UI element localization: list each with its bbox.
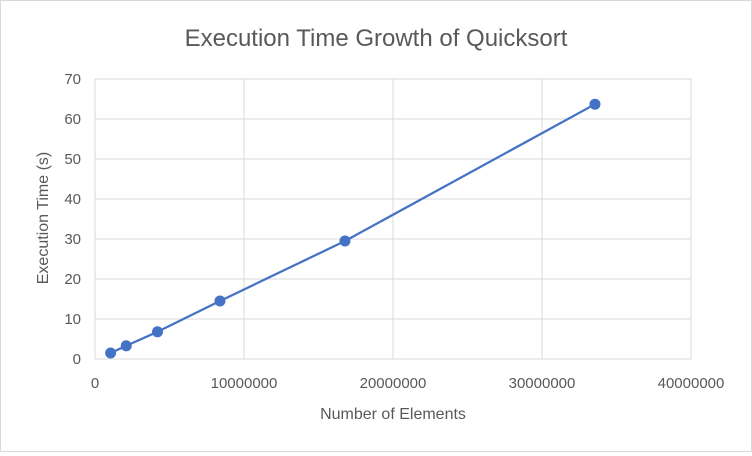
data-point — [105, 347, 117, 359]
chart-series — [105, 98, 601, 359]
chart-title: Execution Time Growth of Quicksort — [185, 25, 568, 52]
y-axis-label: Execution Time (s) — [35, 152, 52, 284]
y-tick-label: 50 — [64, 151, 81, 168]
y-tick-label: 60 — [64, 111, 81, 128]
y-tick-label: 10 — [64, 311, 81, 328]
y-tick-label: 20 — [64, 271, 81, 288]
x-axis-ticks: 0 10000000 20000000 30000000 40000000 — [91, 375, 725, 392]
y-tick-label: 40 — [64, 191, 81, 208]
y-tick-label: 70 — [64, 71, 81, 88]
chart-grid — [94, 78, 692, 360]
x-tick-label: 0 — [91, 375, 99, 392]
x-tick-label: 20000000 — [360, 375, 427, 392]
data-point — [151, 326, 163, 338]
data-point — [120, 340, 132, 352]
x-tick-label: 40000000 — [658, 375, 725, 392]
y-tick-label: 30 — [64, 231, 81, 248]
data-point — [339, 235, 351, 247]
data-point — [589, 98, 601, 110]
x-tick-label: 30000000 — [509, 375, 576, 392]
x-tick-label: 10000000 — [211, 375, 278, 392]
y-axis-ticks: 0 10 20 30 40 50 60 70 — [64, 71, 81, 368]
data-point — [214, 295, 226, 307]
series-line — [110, 103, 596, 355]
x-axis-label: Number of Elements — [320, 406, 466, 423]
y-tick-label: 0 — [73, 351, 81, 368]
